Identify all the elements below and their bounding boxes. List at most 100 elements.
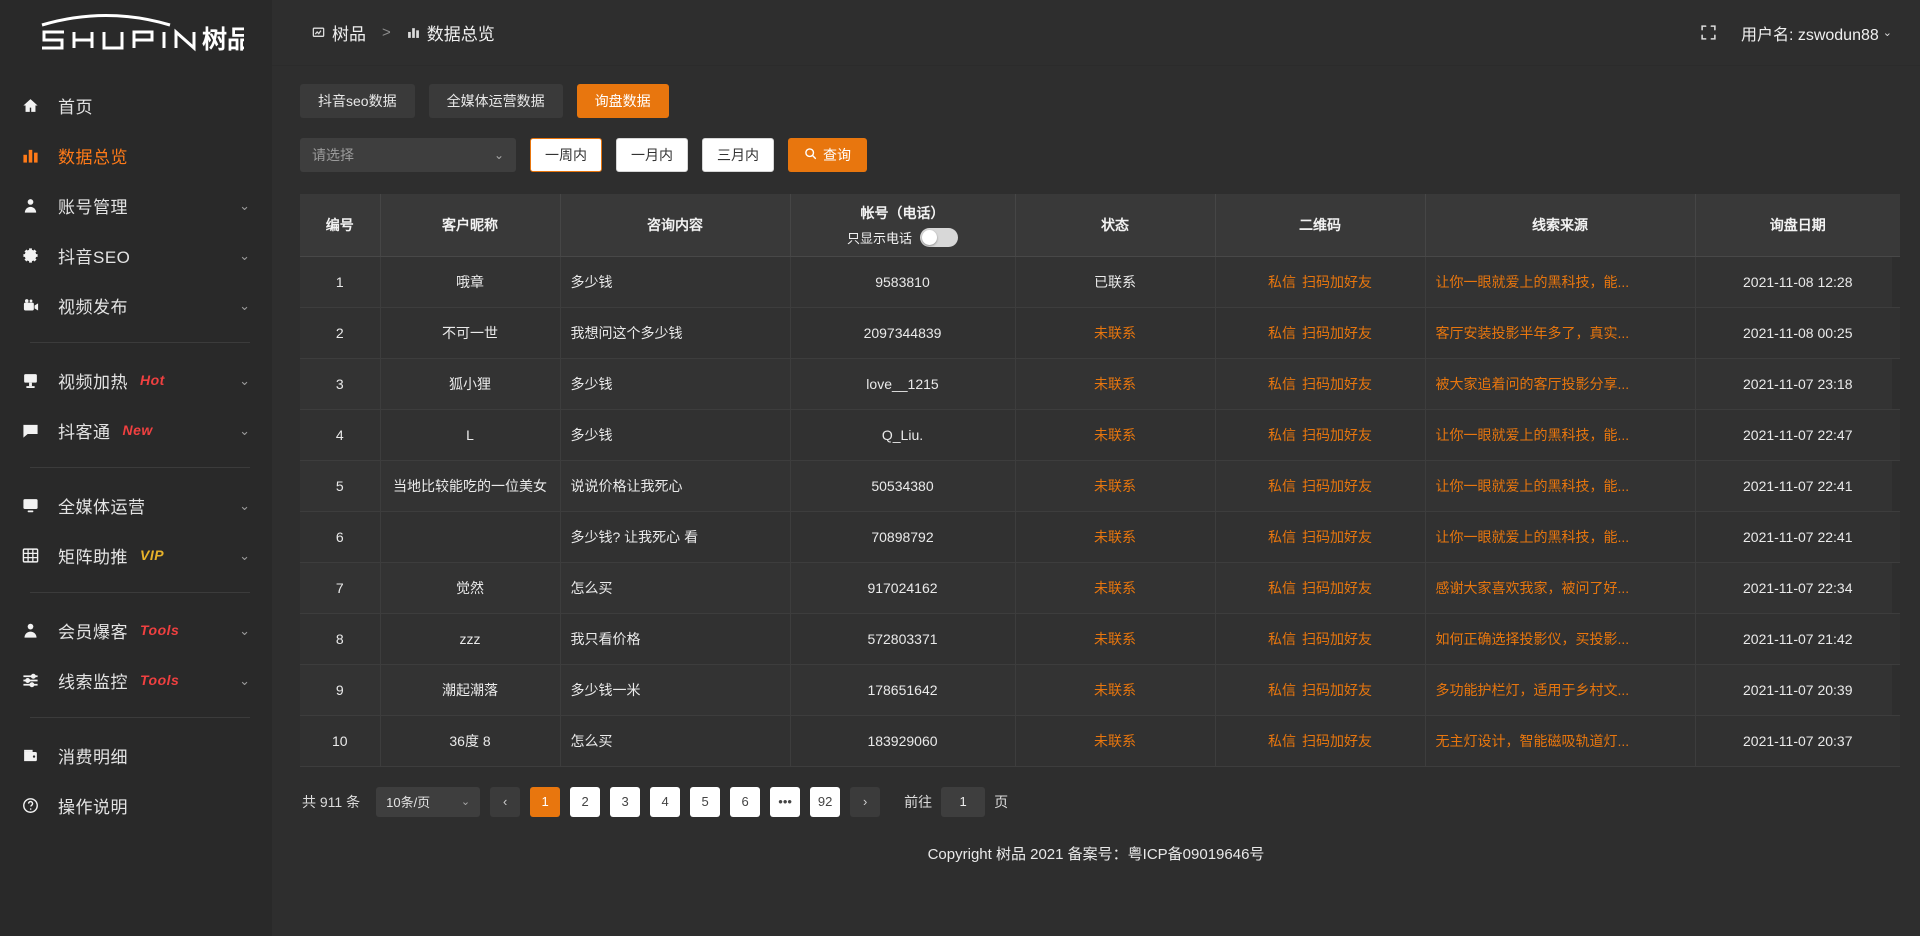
cell-date: 2021-11-07 20:39 <box>1695 664 1900 716</box>
breadcrumb-current[interactable]: 数据总览 <box>407 20 495 45</box>
page-number-list: 1 2 3 4 5 6 ••• 92 <box>530 786 841 817</box>
qr-private-message-link[interactable]: 私信 <box>1268 375 1296 392</box>
qr-private-message-link[interactable]: 私信 <box>1268 528 1296 545</box>
sidebar-item-consumption-detail[interactable]: 消费明细 <box>0 730 272 780</box>
sliders-icon <box>22 672 48 689</box>
cell-id: 7 <box>300 562 381 614</box>
sidebar-nav: 首页 数据总览 账号管理 ⌄ 抖音SEO ⌄ <box>0 66 272 830</box>
page-button-4[interactable]: 4 <box>650 786 681 817</box>
cell-qrcode[interactable]: 私信 扫码加好友 <box>1215 460 1426 512</box>
cell-qrcode[interactable]: 私信 扫码加好友 <box>1215 664 1426 716</box>
qr-private-message-link[interactable]: 私信 <box>1268 273 1296 290</box>
sidebar-item-account-management[interactable]: 账号管理 ⌄ <box>0 180 272 230</box>
page-button-1[interactable]: 1 <box>530 786 561 817</box>
qr-private-message-link[interactable]: 私信 <box>1268 324 1296 341</box>
range-button-three-months[interactable]: 三月内 <box>702 138 774 172</box>
phone-only-toggle[interactable] <box>920 227 958 247</box>
sidebar-item-douketong[interactable]: 抖客通 New ⌄ <box>0 405 272 455</box>
sidebar-item-label: 操作说明 <box>58 797 128 817</box>
cell-source[interactable]: 多功能护栏灯，适用于乡村文... <box>1425 664 1696 716</box>
qr-add-friend-link[interactable]: 扫码加好友 <box>1302 273 1372 290</box>
page-button-6[interactable]: 6 <box>730 786 761 817</box>
sidebar-item-label: 抖音SEO <box>58 247 131 267</box>
cell-source[interactable]: 感谢大家喜欢我家，被问了好... <box>1425 562 1696 614</box>
page-button-2[interactable]: 2 <box>570 786 601 817</box>
page-button-3[interactable]: 3 <box>610 786 641 817</box>
fullscreen-icon[interactable] <box>1700 24 1717 41</box>
sidebar-item-video-publish[interactable]: 视频发布 ⌄ <box>0 280 272 330</box>
cell-source[interactable]: 让你一眼就爱上的黑科技，能... <box>1425 511 1696 563</box>
sidebar-item-home[interactable]: 首页 <box>0 80 272 130</box>
qr-add-friend-link[interactable]: 扫码加好友 <box>1302 426 1372 443</box>
sidebar-item-data-overview[interactable]: 数据总览 <box>0 130 272 180</box>
page-button-5[interactable]: 5 <box>690 786 721 817</box>
sidebar-item-instructions[interactable]: 操作说明 <box>0 780 272 830</box>
copyright-label: Copyright 树品 2021 备案号：粤ICP备09019646号 <box>927 846 1265 863</box>
user-menu[interactable]: 用户名: zswodun88 ⌄ <box>1741 21 1892 45</box>
sidebar-item-matrix-boost[interactable]: 矩阵助推 VIP ⌄ <box>0 530 272 580</box>
th-account-stack: 帐号（电话） 只显示电话 <box>799 203 1007 247</box>
user-name-label: 用户名: zswodun88 <box>1740 26 1879 44</box>
range-button-one-week[interactable]: 一周内 <box>530 138 602 172</box>
cell-qrcode[interactable]: 私信 扫码加好友 <box>1215 409 1426 461</box>
qr-add-friend-link[interactable]: 扫码加好友 <box>1302 324 1372 341</box>
qr-add-friend-link[interactable]: 扫码加好友 <box>1302 528 1372 545</box>
qr-add-friend-link[interactable]: 扫码加好友 <box>1302 579 1372 596</box>
qr-private-message-link[interactable]: 私信 <box>1268 579 1296 596</box>
qr-private-message-link[interactable]: 私信 <box>1268 630 1296 647</box>
cell-source[interactable]: 让你一眼就爱上的黑科技，能... <box>1425 409 1696 461</box>
cell-nickname: L <box>380 409 561 461</box>
sidebar-item-omnimedia-ops[interactable]: 全媒体运营 ⌄ <box>0 480 272 530</box>
qr-add-friend-link[interactable]: 扫码加好友 <box>1302 681 1372 698</box>
tab-douyin-seo-data[interactable]: 抖音seo数据 <box>300 84 415 118</box>
cell-qrcode[interactable]: 私信 扫码加好友 <box>1215 613 1426 665</box>
qr-private-message-link[interactable]: 私信 <box>1268 477 1296 494</box>
cell-source[interactable]: 被大家追着问的客厅投影分享... <box>1425 358 1696 410</box>
cell-qrcode[interactable]: 私信 扫码加好友 <box>1215 562 1426 614</box>
goto-page-input[interactable] <box>941 786 986 817</box>
next-page-button[interactable]: › <box>850 786 881 817</box>
tab-omnimedia-ops-data[interactable]: 全媒体运营数据 <box>428 84 563 118</box>
sidebar-item-video-boost[interactable]: 视频加热 Hot ⌄ <box>0 355 272 405</box>
breadcrumb-root[interactable]: 树品 <box>312 20 366 45</box>
cell-qrcode[interactable]: 私信 扫码加好友 <box>1215 511 1426 563</box>
table-head: 编号 客户昵称 咨询内容 帐号（电话） 只显示电话 <box>300 194 1900 257</box>
qr-private-message-link[interactable]: 私信 <box>1268 732 1296 749</box>
brand-logo[interactable]: 树品 <box>0 0 272 66</box>
sidebar-item-lead-monitor[interactable]: 线索监控 Tools ⌄ <box>0 655 272 705</box>
category-select[interactable]: 请选择 ⌄ <box>300 138 516 172</box>
cell-qrcode[interactable]: 私信 扫码加好友 <box>1215 307 1426 359</box>
cell-id: 1 <box>300 256 381 308</box>
qr-add-friend-link[interactable]: 扫码加好友 <box>1302 477 1372 494</box>
qr-private-message-link[interactable]: 私信 <box>1268 681 1296 698</box>
cell-qrcode[interactable]: 私信 扫码加好友 <box>1215 256 1426 308</box>
cell-id: 4 <box>300 409 381 461</box>
cell-source[interactable]: 让你一眼就爱上的黑科技，能... <box>1425 256 1696 308</box>
search-button[interactable]: 查询 <box>788 138 867 172</box>
range-button-one-month[interactable]: 一月内 <box>616 138 688 172</box>
cell-qrcode[interactable]: 私信 扫码加好友 <box>1215 358 1426 410</box>
cell-source[interactable]: 让你一眼就爱上的黑科技，能... <box>1425 460 1696 512</box>
cell-source[interactable]: 如何正确选择投影仪，买投影... <box>1425 613 1696 665</box>
sidebar-item-douyin-seo[interactable]: 抖音SEO ⌄ <box>0 230 272 280</box>
cell-content: 我只看价格 <box>560 613 791 665</box>
chat-icon <box>22 422 48 439</box>
cell-source[interactable]: 无主灯设计，智能磁吸轨道灯... <box>1425 715 1696 767</box>
chevron-down-icon: ⌄ <box>239 672 250 688</box>
qr-add-friend-link[interactable]: 扫码加好友 <box>1302 630 1372 647</box>
qr-add-friend-link[interactable]: 扫码加好友 <box>1302 732 1372 749</box>
sidebar-item-label: 视频加热 <box>58 372 128 392</box>
page-button-•••[interactable]: ••• <box>770 786 801 817</box>
cell-source[interactable]: 客厅安装投影半年多了，真实... <box>1425 307 1696 359</box>
cell-qrcode[interactable]: 私信 扫码加好友 <box>1215 715 1426 767</box>
table-header-row: 编号 客户昵称 咨询内容 帐号（电话） 只显示电话 <box>300 194 1900 257</box>
qr-private-message-link[interactable]: 私信 <box>1268 426 1296 443</box>
prev-page-button[interactable]: ‹ <box>490 786 521 817</box>
sidebar-item-member-boom[interactable]: 会员爆客 Tools ⌄ <box>0 605 272 655</box>
cell-nickname: 当地比较能吃的一位美女 <box>380 460 561 512</box>
page-size-label: 10条/页 <box>386 795 431 810</box>
page-button-92[interactable]: 92 <box>810 786 841 817</box>
tab-inquiry-data[interactable]: 询盘数据 <box>576 84 669 118</box>
qr-add-friend-link[interactable]: 扫码加好友 <box>1302 375 1372 392</box>
page-size-select[interactable]: 10条/页 ⌄ <box>376 786 481 817</box>
